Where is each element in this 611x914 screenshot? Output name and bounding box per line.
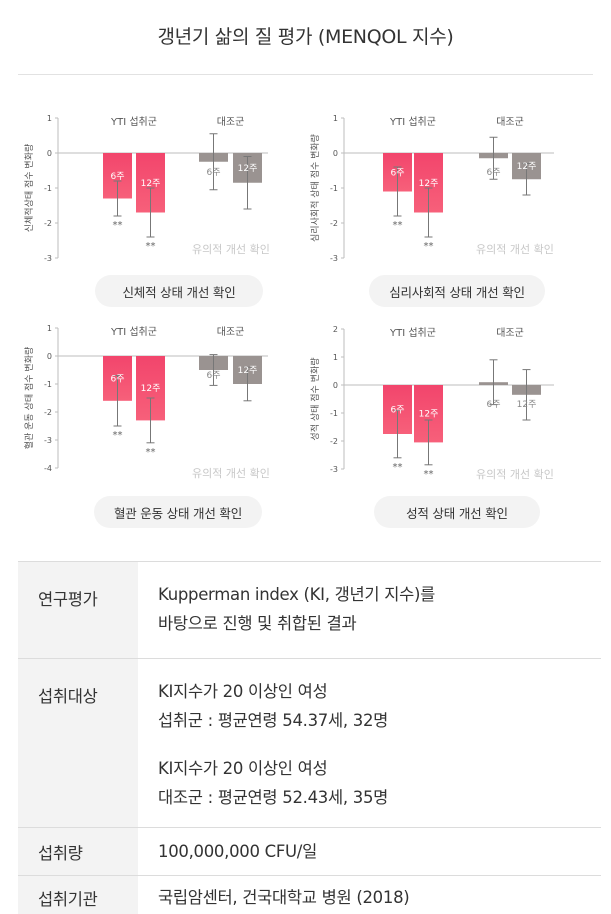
table-divider	[18, 561, 601, 562]
significance-mark: **	[393, 462, 403, 473]
group-label: YTI 섭취군	[389, 116, 436, 128]
info-row-evaluation: 연구평가 Kupperman index (KI, 갱년기 지수)를 바탕으로 …	[18, 562, 601, 658]
significance-mark: **	[146, 447, 156, 458]
group-label: YTI 섭취군	[389, 327, 436, 339]
table-divider	[18, 658, 601, 659]
info-line: KI지수가 20 이상인 여성	[158, 682, 328, 701]
annotation-note: 유의적 개선 확인	[192, 467, 270, 480]
group-label: YTI 섭취군	[110, 116, 157, 128]
y-tick-label: 0	[333, 381, 338, 390]
y-tick-label: 1	[333, 114, 338, 123]
caption-psychosocial: 심리사회적 상태 개선 확인	[369, 275, 545, 307]
caption-sexual: 성적 상태 개선 확인	[374, 496, 540, 528]
y-axis-label: 혈관 운동 상태 점수 변화량	[23, 347, 35, 450]
y-tick-label: -3	[44, 436, 52, 445]
bar-label: 12주	[141, 178, 161, 189]
y-tick-label: -2	[44, 219, 52, 228]
group-label: 대조군	[496, 327, 524, 339]
info-value: 100,000,000 CFU/일	[158, 828, 601, 866]
annotation-note: 유의적 개선 확인	[192, 243, 270, 256]
bar-label: 12주	[517, 399, 537, 410]
bar-label: 12주	[419, 178, 439, 189]
annotation-note: 유의적 개선 확인	[476, 468, 554, 481]
info-row-institution: 섭취기관 국립암센터, 건국대학교 병원 (2018)	[18, 876, 601, 914]
table-divider	[18, 827, 601, 828]
y-tick-label: -1	[330, 184, 338, 193]
y-tick-label: 2	[333, 325, 338, 334]
y-tick-label: -1	[44, 380, 52, 389]
y-tick-label: -2	[330, 437, 338, 446]
y-tick-label: -1	[330, 409, 338, 418]
caption-physical: 신체적 상태 개선 확인	[95, 275, 263, 307]
y-tick-label: -2	[44, 408, 52, 417]
info-value: KI지수가 20 이상인 여성 섭취군 : 평균연령 54.37세, 32명 K…	[158, 659, 601, 812]
info-line: 국립암센터, 건국대학교 병원 (2018)	[158, 888, 410, 907]
bar-label: 6주	[486, 399, 500, 410]
y-tick-label: -3	[330, 465, 338, 474]
significance-mark: **	[113, 430, 123, 441]
y-tick-label: -3	[330, 254, 338, 263]
bar-label: 12주	[419, 409, 439, 420]
info-line: 100,000,000 CFU/일	[158, 842, 317, 861]
caption-vasomotor: 혈관 운동 상태 개선 확인	[94, 496, 262, 528]
info-line: Kupperman index (KI, 갱년기 지수)를	[158, 585, 435, 604]
y-tick-label: 1	[47, 114, 52, 123]
bar-label: 6주	[110, 373, 124, 384]
info-row-subjects: 섭취대상 KI지수가 20 이상인 여성 섭취군 : 평균연령 54.37세, …	[18, 659, 601, 827]
info-line: 섭취군 : 평균연령 54.37세, 32명	[158, 711, 389, 730]
page-title: 갱년기 삶의 질 평가 (MENQOL 지수)	[157, 26, 454, 48]
y-tick-label: 0	[333, 149, 338, 158]
info-label: 연구평가	[18, 562, 138, 658]
info-label: 섭취량	[18, 828, 138, 875]
info-line: KI지수가 20 이상인 여성	[158, 759, 328, 778]
y-tick-label: 1	[333, 353, 338, 362]
significance-mark: **	[146, 241, 156, 252]
y-axis-label: 성적 상태 점수 변화량	[309, 357, 321, 440]
charts-area: 1 0 -1 -2 -3 신체적상태 점수 변화량 YTI 섭취군 6주 ** 12주 ** 대조군 6…	[23, 114, 554, 481]
bar-label: 6주	[390, 167, 404, 178]
info-line: 바탕으로 진행 및 취합된 결과	[158, 614, 357, 633]
group-label: 대조군	[217, 116, 245, 128]
bar-label: 6주	[206, 370, 220, 381]
bar-label: 6주	[390, 405, 404, 416]
significance-mark: **	[113, 220, 123, 231]
info-row-dosage: 섭취량 100,000,000 CFU/일	[18, 828, 601, 875]
top-divider	[18, 74, 593, 75]
annotation-note: 유의적 개선 확인	[476, 243, 554, 256]
y-tick-label: -4	[44, 464, 52, 473]
y-tick-label: -1	[44, 184, 52, 193]
y-tick-label: 0	[47, 149, 52, 158]
bar-label: 6주	[486, 167, 500, 178]
significance-mark: **	[393, 220, 403, 231]
bar-label: 6주	[206, 167, 220, 178]
y-tick-label: -3	[44, 254, 52, 263]
info-label: 섭취대상	[18, 659, 138, 827]
bar-label: 12주	[238, 365, 258, 376]
y-axis-label: 심리사회적 상태 점수 변화량	[309, 134, 321, 242]
info-value: Kupperman index (KI, 갱년기 지수)를 바탕으로 진행 및 …	[158, 562, 601, 638]
bar-label: 12주	[238, 163, 258, 174]
group-label: YTI 섭취군	[110, 326, 157, 338]
group-label: 대조군	[217, 326, 245, 338]
table-divider	[18, 875, 601, 876]
significance-mark: **	[424, 469, 434, 480]
info-value: 국립암센터, 건국대학교 병원 (2018)	[158, 876, 601, 912]
significance-mark: **	[424, 241, 434, 252]
y-tick-label: 1	[47, 324, 52, 333]
y-tick-label: -2	[330, 219, 338, 228]
group-label: 대조군	[496, 116, 524, 128]
info-line: 대조군 : 평균연령 52.43세, 35명	[158, 788, 389, 807]
y-axis-label: 신체적상태 점수 변화량	[23, 144, 35, 233]
bar-label: 6주	[110, 171, 124, 182]
bar-label: 12주	[141, 383, 161, 394]
info-label: 섭취기관	[18, 876, 138, 914]
bar-label: 12주	[517, 161, 537, 172]
y-tick-label: 0	[47, 352, 52, 361]
